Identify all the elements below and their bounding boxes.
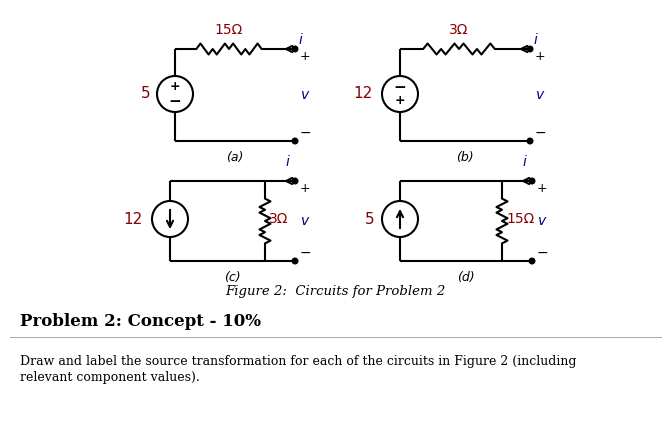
Text: +: + bbox=[535, 51, 546, 63]
Text: i: i bbox=[534, 33, 538, 47]
Text: Figure 2:  Circuits for Problem 2: Figure 2: Circuits for Problem 2 bbox=[225, 284, 446, 297]
Text: v: v bbox=[301, 214, 309, 228]
Text: relevant component values).: relevant component values). bbox=[20, 371, 200, 384]
Circle shape bbox=[292, 178, 298, 184]
Text: 5: 5 bbox=[140, 87, 150, 102]
Circle shape bbox=[292, 258, 298, 264]
Text: 3Ω: 3Ω bbox=[450, 23, 468, 37]
Text: 12: 12 bbox=[123, 211, 143, 227]
Circle shape bbox=[529, 258, 535, 264]
Text: +: + bbox=[537, 182, 548, 196]
Text: −: − bbox=[535, 126, 547, 140]
Text: −: − bbox=[394, 79, 407, 94]
Text: 3Ω: 3Ω bbox=[269, 212, 289, 226]
Text: +: + bbox=[395, 94, 405, 108]
Circle shape bbox=[527, 46, 533, 52]
Text: i: i bbox=[522, 155, 526, 169]
Circle shape bbox=[527, 138, 533, 144]
Circle shape bbox=[529, 178, 535, 184]
Text: +: + bbox=[170, 81, 180, 94]
Text: 15Ω: 15Ω bbox=[506, 212, 534, 226]
Text: 15Ω: 15Ω bbox=[215, 23, 243, 37]
Text: −: − bbox=[300, 126, 311, 140]
Text: (d): (d) bbox=[457, 271, 475, 284]
Text: i: i bbox=[285, 155, 289, 169]
Text: −: − bbox=[168, 94, 181, 109]
Text: +: + bbox=[300, 182, 311, 196]
Text: 12: 12 bbox=[354, 87, 373, 102]
Text: −: − bbox=[537, 246, 549, 260]
Text: −: − bbox=[300, 246, 311, 260]
Text: i: i bbox=[299, 33, 303, 47]
Text: (b): (b) bbox=[456, 151, 474, 164]
Text: (a): (a) bbox=[226, 151, 244, 164]
Text: +: + bbox=[300, 51, 311, 63]
Text: (c): (c) bbox=[224, 271, 241, 284]
Text: v: v bbox=[301, 88, 309, 102]
Text: 5: 5 bbox=[366, 211, 375, 227]
Text: Draw and label the source transformation for each of the circuits in Figure 2 (i: Draw and label the source transformation… bbox=[20, 354, 576, 368]
Text: Problem 2: Concept - 10%: Problem 2: Concept - 10% bbox=[20, 312, 261, 329]
Circle shape bbox=[292, 46, 298, 52]
Text: v: v bbox=[536, 88, 544, 102]
Circle shape bbox=[292, 138, 298, 144]
Text: v: v bbox=[538, 214, 546, 228]
